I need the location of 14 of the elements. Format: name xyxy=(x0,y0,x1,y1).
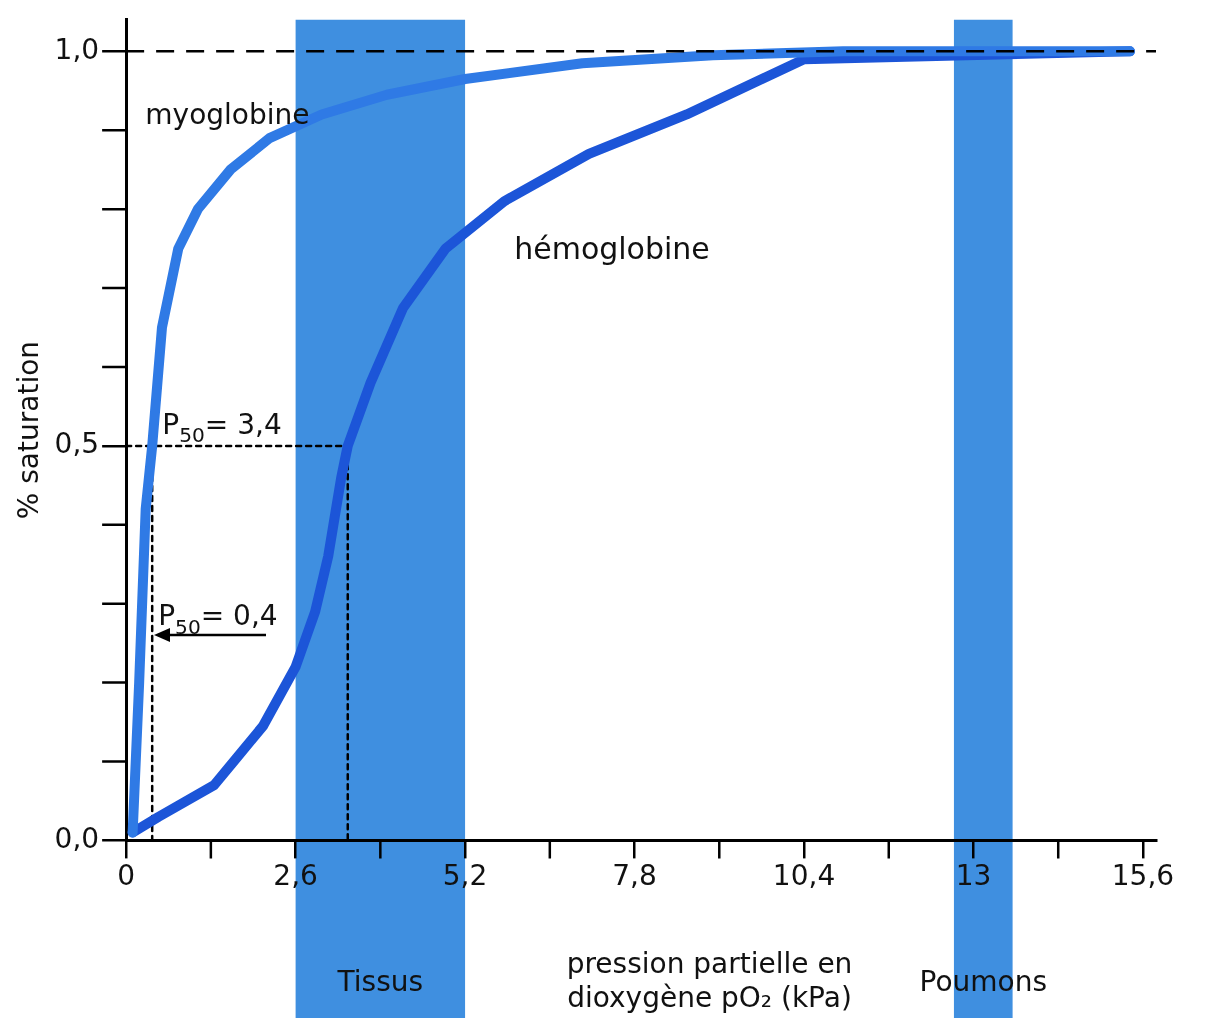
x-tick-label: 7,8 xyxy=(612,859,657,893)
x-tick-label: 5,2 xyxy=(442,859,488,893)
x-tick-label: 15,6 xyxy=(1111,859,1175,893)
y-tick-label: 0,0 xyxy=(54,821,100,855)
series-label: hémoglobine xyxy=(514,231,710,267)
x-tick-label: 2,6 xyxy=(273,859,318,893)
band-label: Tissus xyxy=(336,965,424,999)
y-tick-label: 0,5 xyxy=(54,427,100,461)
x-axis-title: pression partielle en dioxygène pO₂ (kPa) xyxy=(566,947,853,1015)
x-tick-label: 10,4 xyxy=(772,859,836,893)
y-axis-title: % saturation xyxy=(12,340,46,520)
x-tick-label: 13 xyxy=(955,859,992,893)
x-tick-label: 0 xyxy=(117,859,136,893)
y-tick-label: 1,0 xyxy=(54,32,100,66)
